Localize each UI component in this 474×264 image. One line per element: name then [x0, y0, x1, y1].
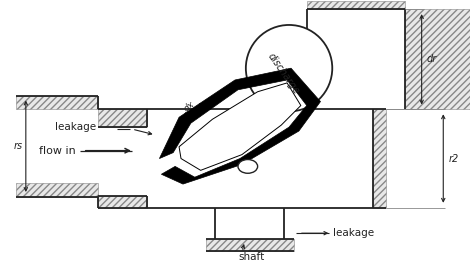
Text: dr: dr — [427, 54, 437, 64]
Polygon shape — [159, 68, 320, 184]
Text: leakage: leakage — [333, 228, 374, 238]
Text: dx: dx — [182, 100, 196, 114]
Text: discharge: discharge — [265, 51, 301, 97]
Circle shape — [246, 25, 332, 111]
Polygon shape — [16, 96, 98, 110]
Polygon shape — [179, 83, 301, 170]
Polygon shape — [307, 1, 405, 9]
Polygon shape — [373, 110, 386, 208]
Polygon shape — [405, 9, 470, 110]
Ellipse shape — [238, 159, 258, 173]
Text: shaft: shaft — [238, 252, 264, 262]
Text: flow in: flow in — [38, 146, 75, 156]
Polygon shape — [98, 196, 146, 208]
Text: r2: r2 — [448, 154, 458, 163]
Polygon shape — [98, 110, 146, 127]
Polygon shape — [206, 239, 294, 251]
Text: rs: rs — [14, 141, 23, 151]
Text: leakage: leakage — [55, 122, 96, 132]
Polygon shape — [16, 183, 98, 197]
